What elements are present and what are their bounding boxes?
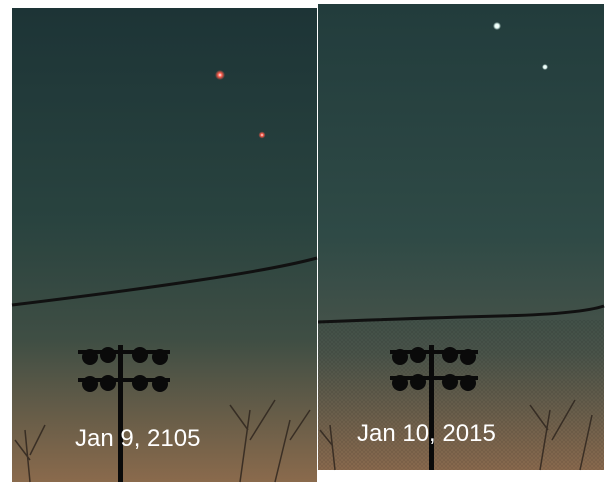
photo-comparison: Jan 9, 2105 Jan 10, 2015 <box>0 0 610 486</box>
left-photo: Jan 9, 2105 <box>12 8 317 482</box>
page: {"panels": [{"caption": "Jan 9, 2105"}, … <box>0 0 610 486</box>
caption: Jan 10, 2015 <box>357 420 496 447</box>
right-photo: Jan 10, 2015 <box>318 4 604 470</box>
caption: Jan 9, 2105 <box>75 425 200 452</box>
